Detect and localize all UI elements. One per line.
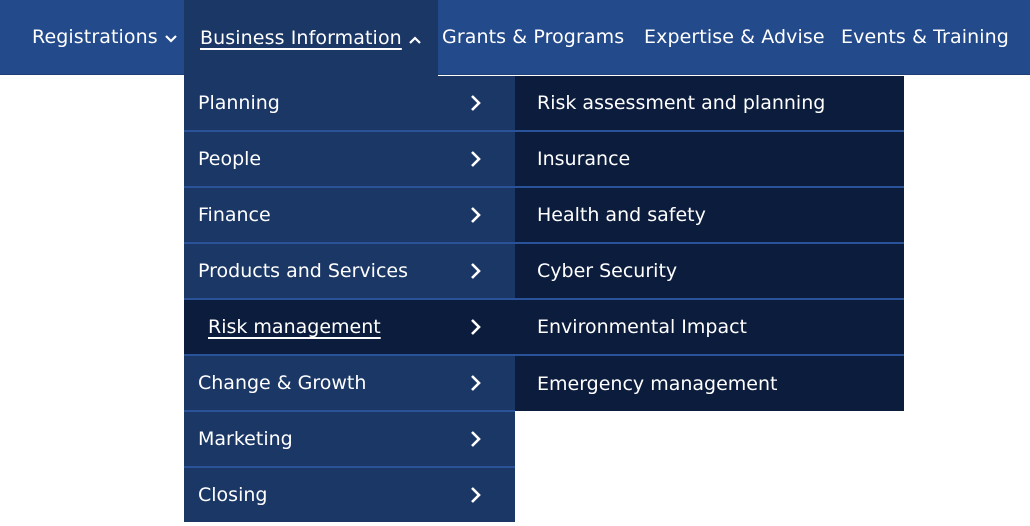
submenu-item-label: People [198,148,262,170]
nav-item-label: Expertise & Advise [644,26,825,48]
chevron-up-icon [408,28,422,50]
risk-item-emergency-management[interactable]: Emergency management [515,356,904,411]
chevron-right-icon [471,95,481,111]
submenu-item-label: Change & Growth [198,372,367,394]
nav-item-events-training[interactable]: Events & Training [841,0,1009,74]
nav-item-business-information[interactable]: Business Information [184,0,438,76]
risk-management-submenu: Risk assessment and planning Insurance H… [515,76,904,411]
nav-item-expertise-advise[interactable]: Expertise & Advise [644,0,825,74]
business-information-submenu: Planning People Finance Products and Ser… [184,76,515,522]
chevron-right-icon [471,487,481,503]
submenu-item-closing[interactable]: Closing [184,468,515,522]
nav-item-grants-programs[interactable]: Grants & Programs [442,0,624,74]
submenu-item-label: Products and Services [198,260,408,282]
chevron-right-icon [471,263,481,279]
nav-item-label: Business Information [200,27,402,49]
chevron-right-icon [471,151,481,167]
submenu-item-people[interactable]: People [184,132,515,188]
submenu-item-change-growth[interactable]: Change & Growth [184,356,515,412]
nav-item-registrations[interactable]: Registrations [32,0,178,74]
submenu-item-marketing[interactable]: Marketing [184,412,515,468]
main-nav: Registrations Business Information Grant… [0,0,1030,76]
risk-item-cyber-security[interactable]: Cyber Security [515,244,904,300]
risk-item-environmental-impact[interactable]: Environmental Impact [515,300,904,356]
chevron-down-icon [164,27,178,49]
nav-item-label: Registrations [32,26,158,48]
submenu-item-products-services[interactable]: Products and Services [184,244,515,300]
risk-item-assessment-planning[interactable]: Risk assessment and planning [515,76,904,132]
submenu-item-risk-management[interactable]: Risk management [184,300,515,356]
nav-item-label: Grants & Programs [442,26,625,48]
chevron-right-icon [471,207,481,223]
chevron-right-icon [471,431,481,447]
submenu-item-planning[interactable]: Planning [184,76,515,132]
risk-item-health-safety[interactable]: Health and safety [515,188,904,244]
submenu-item-label: Marketing [198,428,293,450]
nav-item-label: Events & Training [841,26,1009,48]
submenu-item-label: Finance [198,204,271,226]
chevron-right-icon [471,319,481,335]
submenu-item-label: Risk management [208,316,381,338]
submenu-item-finance[interactable]: Finance [184,188,515,244]
submenu-item-label: Planning [198,92,280,114]
chevron-right-icon [471,375,481,391]
risk-item-insurance[interactable]: Insurance [515,132,904,188]
submenu-item-label: Closing [198,484,268,506]
